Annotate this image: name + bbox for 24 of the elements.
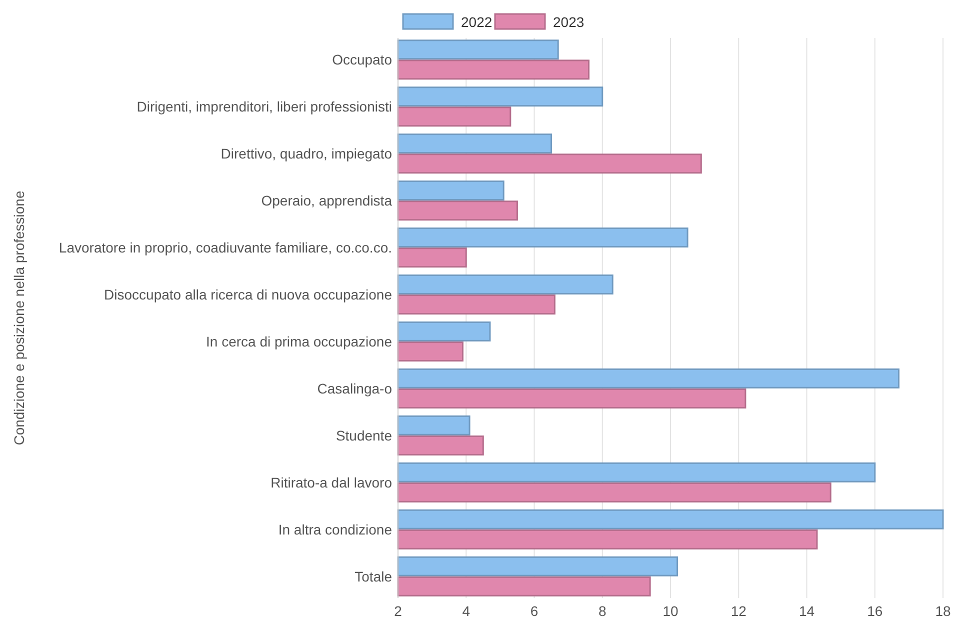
- legend-label: 2022: [461, 14, 492, 30]
- x-tick-label: 12: [730, 603, 747, 619]
- x-tick-label: 6: [530, 603, 538, 619]
- y-tick-label: Lavoratore in proprio, coadiuvante familiare, co.co.co.: [58, 240, 392, 256]
- x-tick-label: 2: [394, 603, 402, 619]
- y-tick-label: In altra condizione: [278, 521, 392, 538]
- y-tick-label: Totale: [354, 568, 392, 584]
- y-tick-label: Dirigenti, imprenditori, liberi professionisti: [136, 98, 392, 115]
- y-tick-label: Disoccupato alla ricerca di nuova occupazione: [104, 286, 392, 303]
- x-tick-label: 4: [462, 603, 470, 619]
- y-tick-label: Occupato: [332, 52, 392, 68]
- x-tick-label: 18: [935, 603, 951, 619]
- y-tick-label: Operaio, apprendista: [261, 192, 392, 209]
- x-tick-label: 8: [598, 603, 606, 619]
- y-tick-label: Casalinga-o: [317, 380, 392, 396]
- x-tick-label: 14: [798, 603, 815, 619]
- x-tick-label: 16: [867, 603, 883, 619]
- y-tick-label: Studente: [336, 427, 392, 444]
- x-tick-label: 10: [662, 603, 678, 619]
- y-tick-label: Ritirato-a dal lavoro: [270, 474, 392, 490]
- y-tick-label: Direttivo, quadro, impiegato: [220, 146, 392, 162]
- y-tick-label: In cerca di prima occupazione: [206, 333, 392, 350]
- y-axis-title: Condizione e posizione nella professione: [11, 190, 27, 446]
- legend-label: 2023: [553, 14, 584, 30]
